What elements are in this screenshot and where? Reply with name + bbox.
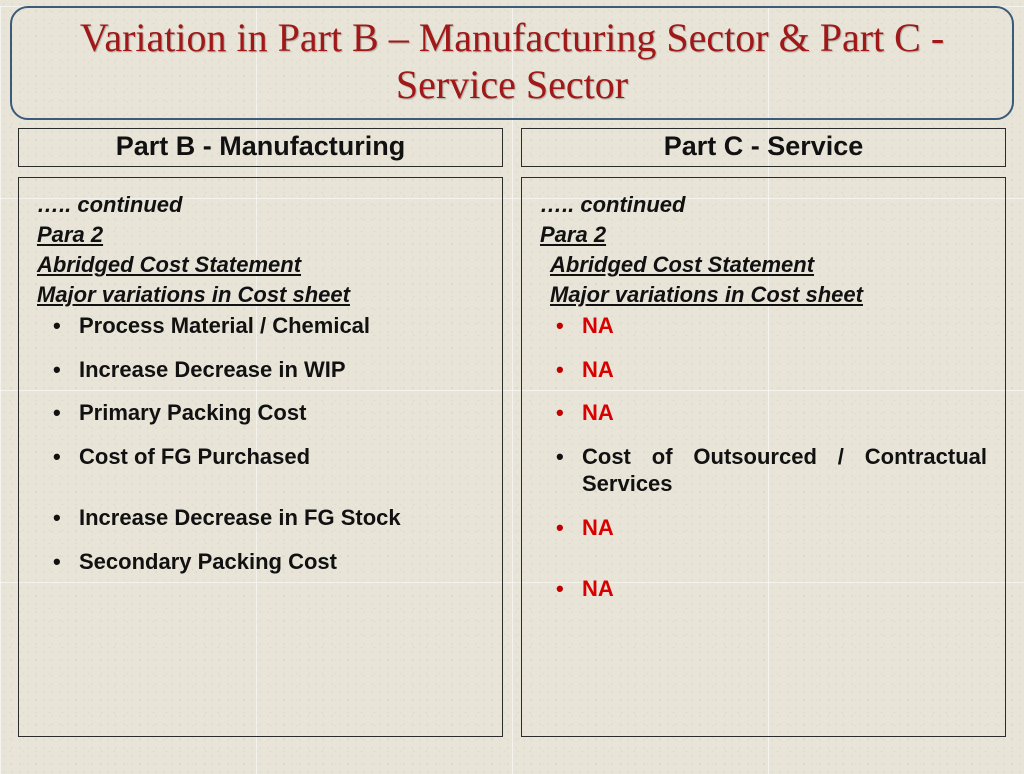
list-item: NA [550,514,987,542]
title-box: Variation in Part B – Manufacturing Sect… [10,6,1014,120]
list-item: Primary Packing Cost [47,399,484,427]
na-value: NA [582,400,614,425]
left-header: Part B - Manufacturing [18,128,503,167]
right-list: NA NA NA Cost of Outsourced / Contractua… [540,312,987,603]
list-item: NA [550,399,987,427]
na-value: NA [582,515,614,540]
left-continued: ….. continued [37,192,484,218]
list-item: Process Material / Chemical [47,312,484,340]
right-heading-1: Abridged Cost Statement [540,252,987,278]
list-item: Cost of FG Purchased [47,443,484,471]
list-item: Increase Decrease in WIP [47,356,484,384]
list-item: Cost of Outsourced / Contractual Service… [550,443,987,498]
columns: Part B - Manufacturing ….. continued Par… [0,128,1024,737]
left-list: Process Material / Chemical Increase Dec… [37,312,484,575]
list-item: Secondary Packing Cost [47,548,484,576]
right-body: ….. continued Para 2 Abridged Cost State… [521,177,1006,737]
left-para: Para 2 [37,222,484,248]
na-value: NA [582,357,614,382]
list-item: NA [550,575,987,603]
na-value: NA [582,313,614,338]
list-item: NA [550,312,987,340]
left-heading-2: Major variations in Cost sheet [37,282,484,308]
slide-title: Variation in Part B – Manufacturing Sect… [22,14,1002,108]
left-column: Part B - Manufacturing ….. continued Par… [18,128,503,737]
right-continued: ….. continued [540,192,987,218]
right-para: Para 2 [540,222,987,248]
right-header: Part C - Service [521,128,1006,167]
list-item: Increase Decrease in FG Stock [47,504,484,532]
right-heading-2: Major variations in Cost sheet [540,282,987,308]
left-body: ….. continued Para 2 Abridged Cost State… [18,177,503,737]
list-item: NA [550,356,987,384]
na-value: NA [582,576,614,601]
right-column: Part C - Service ….. continued Para 2 Ab… [521,128,1006,737]
left-heading-1: Abridged Cost Statement [37,252,484,278]
